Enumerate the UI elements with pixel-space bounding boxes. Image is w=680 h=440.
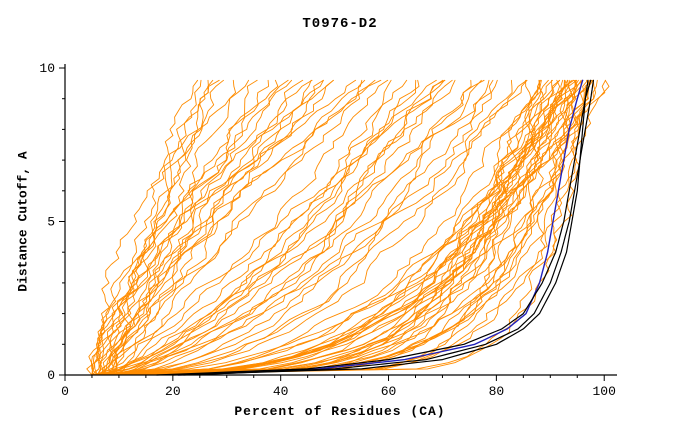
- svg-text:20: 20: [165, 384, 181, 399]
- svg-text:80: 80: [489, 384, 505, 399]
- svg-text:60: 60: [381, 384, 397, 399]
- chart-title: T0976-D2: [302, 16, 378, 32]
- svg-text:0: 0: [47, 368, 55, 383]
- svg-text:100: 100: [593, 384, 616, 399]
- x-axis-label: Percent of Residues (CA): [234, 404, 446, 419]
- svg-text:40: 40: [273, 384, 289, 399]
- svg-text:10: 10: [39, 61, 55, 76]
- svg-text:0: 0: [61, 384, 69, 399]
- svg-text:5: 5: [47, 215, 55, 230]
